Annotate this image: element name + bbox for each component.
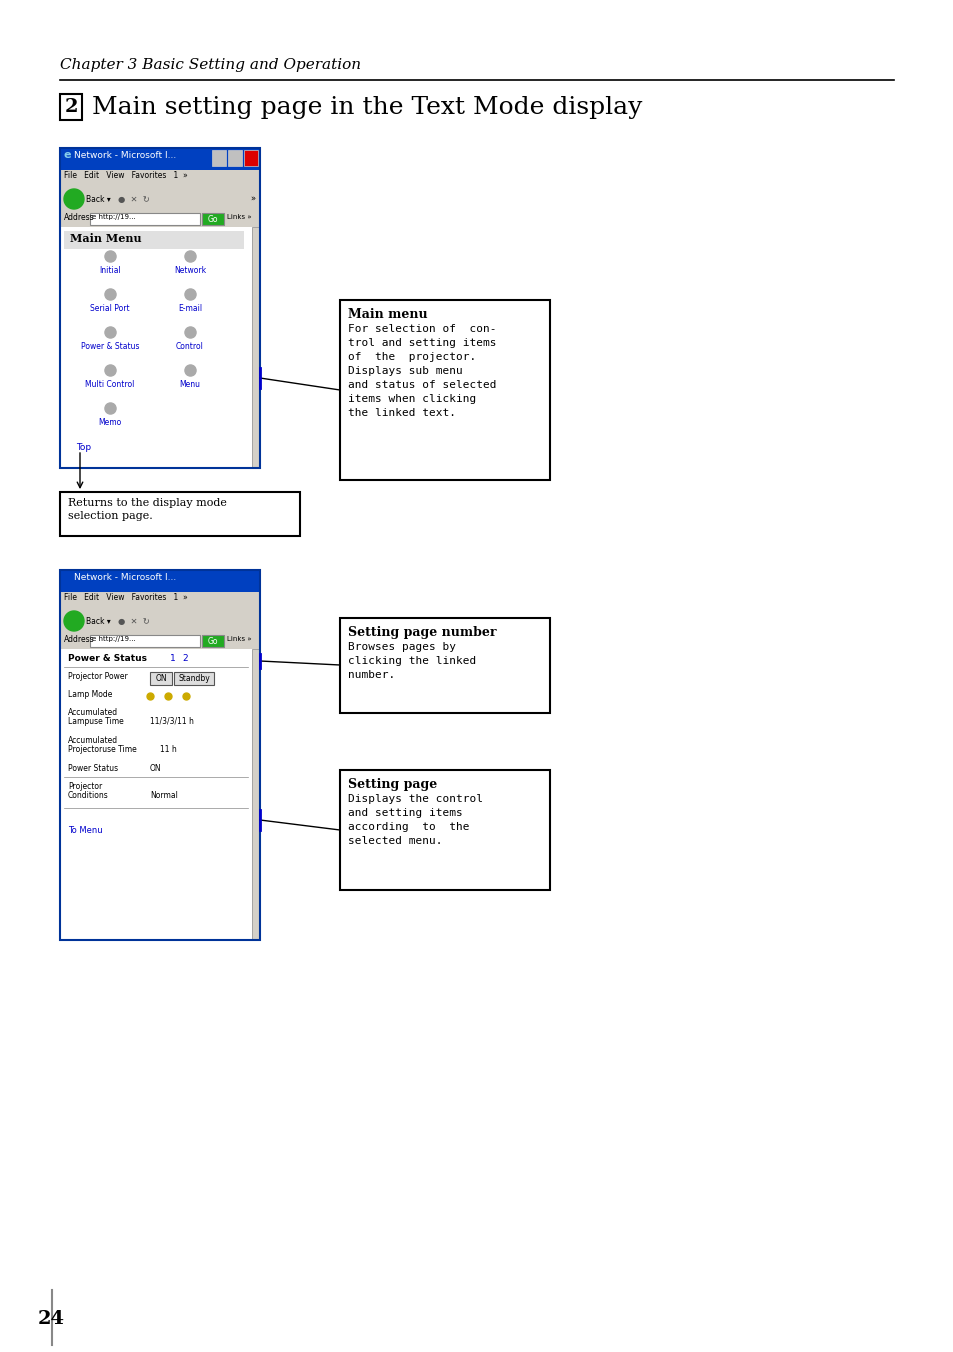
- Bar: [60, 571, 260, 592]
- Bar: [60, 187, 260, 212]
- Bar: [339, 771, 550, 890]
- Text: Address: Address: [64, 214, 94, 222]
- Text: Normal: Normal: [150, 791, 177, 800]
- Bar: [150, 672, 172, 685]
- Text: 11/3/3/11 h: 11/3/3/11 h: [150, 717, 193, 726]
- Text: Top: Top: [76, 443, 91, 452]
- Text: Main Menu: Main Menu: [70, 233, 141, 243]
- Bar: [60, 592, 260, 608]
- Text: Back ▾: Back ▾: [86, 617, 111, 626]
- Bar: [60, 608, 260, 634]
- Text: Setting page: Setting page: [348, 777, 436, 791]
- Text: 1: 1: [170, 654, 181, 662]
- Bar: [212, 150, 226, 166]
- Text: 11 h: 11 h: [160, 745, 176, 754]
- Text: ON: ON: [155, 675, 167, 683]
- Text: Lampuse Time: Lampuse Time: [68, 717, 124, 726]
- Text: Memo: Memo: [98, 418, 121, 427]
- Text: Accumulated: Accumulated: [68, 708, 118, 717]
- Bar: [339, 300, 550, 480]
- Text: 2: 2: [64, 97, 77, 116]
- Text: Network - Microsoft I...: Network - Microsoft I...: [74, 573, 176, 581]
- Text: Lamp Mode: Lamp Mode: [68, 690, 112, 699]
- Text: For selection of  con-
trol and setting items
of  the  projector.
Displays sub m: For selection of con- trol and setting i…: [348, 324, 496, 418]
- Text: ●  ✕  ↻: ● ✕ ↻: [118, 195, 150, 204]
- Text: Setting page number: Setting page number: [348, 626, 496, 639]
- Bar: [202, 214, 224, 224]
- Text: File   Edit   View   Favorites   1  »: File Edit View Favorites 1 »: [64, 170, 188, 180]
- Bar: [339, 618, 550, 713]
- Bar: [244, 150, 257, 166]
- Bar: [60, 170, 260, 187]
- Text: Browses pages by
clicking the linked
number.: Browses pages by clicking the linked num…: [348, 642, 476, 680]
- Text: Projector Power: Projector Power: [68, 672, 128, 681]
- Bar: [228, 150, 242, 166]
- Bar: [60, 147, 260, 170]
- Bar: [60, 571, 260, 940]
- Text: Main menu: Main menu: [348, 308, 427, 320]
- Text: Multi Control: Multi Control: [85, 380, 134, 389]
- Text: e http://19...: e http://19...: [91, 635, 135, 642]
- Text: To Menu: To Menu: [68, 826, 103, 836]
- Bar: [173, 672, 213, 685]
- Bar: [252, 227, 260, 468]
- Text: Links »: Links »: [227, 635, 252, 642]
- Bar: [60, 634, 260, 649]
- Bar: [60, 227, 252, 468]
- Text: ◄: ◄: [71, 196, 77, 206]
- Text: Main setting page in the Text Mode display: Main setting page in the Text Mode displ…: [91, 96, 641, 119]
- Text: Go: Go: [208, 215, 218, 223]
- Text: Power Status: Power Status: [68, 764, 118, 773]
- Text: E-mail: E-mail: [178, 304, 202, 314]
- Text: Accumulated: Accumulated: [68, 735, 118, 745]
- Text: Chapter 3 Basic Setting and Operation: Chapter 3 Basic Setting and Operation: [60, 58, 361, 72]
- Text: Returns to the display mode
selection page.: Returns to the display mode selection pa…: [68, 498, 227, 522]
- Text: Network: Network: [173, 266, 206, 274]
- Text: Address: Address: [64, 635, 94, 644]
- Text: Control: Control: [176, 342, 204, 352]
- Circle shape: [64, 611, 84, 631]
- Bar: [64, 231, 244, 249]
- Bar: [60, 212, 260, 227]
- Text: Network - Microsoft I...: Network - Microsoft I...: [74, 151, 176, 160]
- Circle shape: [64, 189, 84, 210]
- Bar: [90, 214, 200, 224]
- Bar: [90, 635, 200, 648]
- Text: ◄: ◄: [71, 618, 77, 627]
- Text: Conditions: Conditions: [68, 791, 109, 800]
- Text: Go: Go: [208, 637, 218, 645]
- Text: e http://19...: e http://19...: [91, 214, 135, 220]
- Text: Serial Port: Serial Port: [91, 304, 130, 314]
- Text: 24: 24: [38, 1310, 65, 1328]
- Bar: [202, 635, 224, 648]
- Bar: [60, 492, 299, 535]
- Text: Power & Status: Power & Status: [68, 654, 147, 662]
- Text: ●  ✕  ↻: ● ✕ ↻: [118, 617, 150, 626]
- Text: Projector: Projector: [68, 781, 102, 791]
- Text: »: »: [250, 195, 254, 204]
- Bar: [252, 649, 260, 940]
- Text: Links »: Links »: [227, 214, 252, 220]
- Text: e: e: [64, 150, 71, 160]
- Text: Power & Status: Power & Status: [81, 342, 139, 352]
- Text: Back ▾: Back ▾: [86, 195, 111, 204]
- Text: ON: ON: [150, 764, 161, 773]
- Text: Menu: Menu: [179, 380, 200, 389]
- Text: Standby: Standby: [178, 675, 210, 683]
- Bar: [60, 649, 252, 940]
- Bar: [60, 147, 260, 468]
- Text: Initial: Initial: [99, 266, 121, 274]
- Text: Projectoruse Time: Projectoruse Time: [68, 745, 136, 754]
- Text: 2: 2: [182, 654, 188, 662]
- Text: File   Edit   View   Favorites   1  »: File Edit View Favorites 1 »: [64, 594, 188, 602]
- Bar: [60, 95, 82, 120]
- Text: Displays the control
and setting items
according  to  the
selected menu.: Displays the control and setting items a…: [348, 794, 482, 846]
